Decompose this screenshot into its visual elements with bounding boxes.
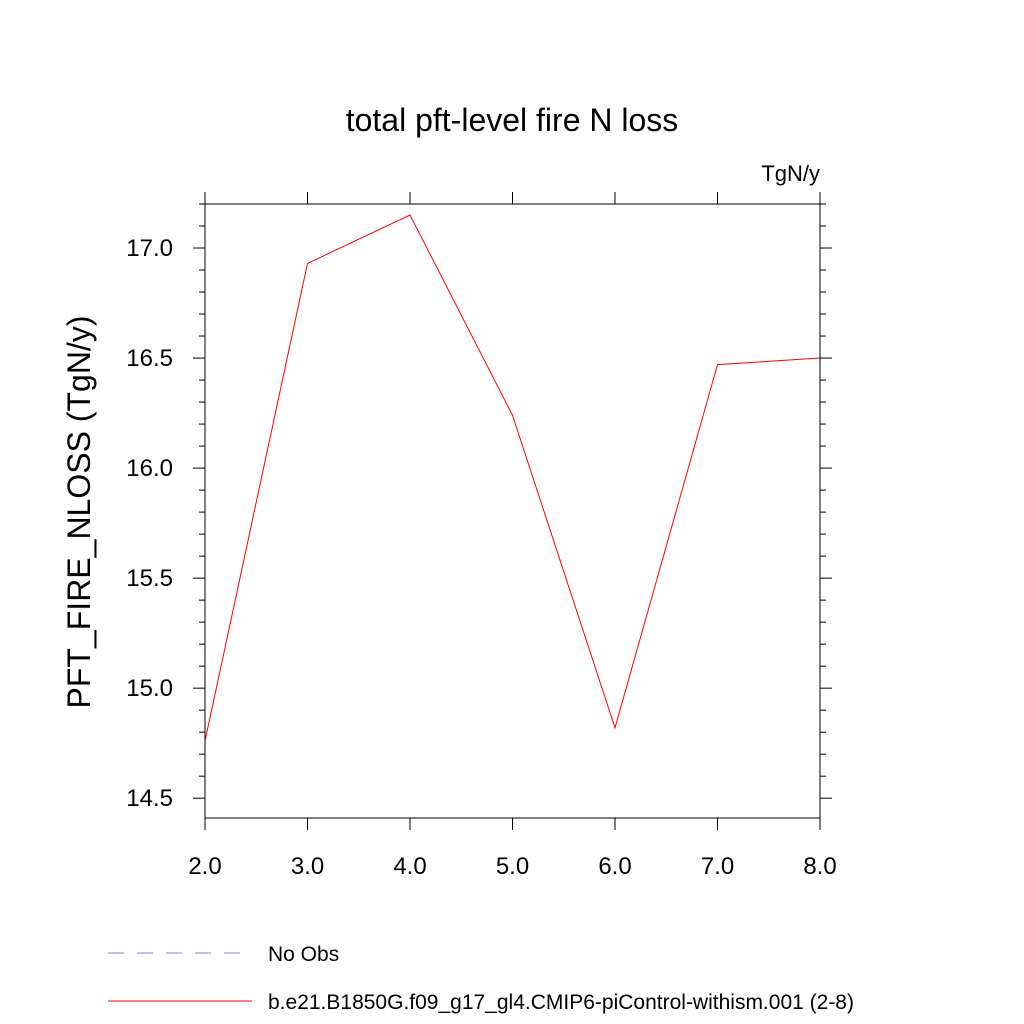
data-point [716,364,719,366]
chart-title: total pft-level fire N loss [346,102,679,138]
x-tick-label: 7.0 [701,853,734,880]
y-tick-label: 15.5 [126,565,173,592]
axis-ticks [193,192,832,830]
x-tick-label: 4.0 [393,853,426,880]
x-tick-labels: 2.0 3.0 4.0 5.0 6.0 7.0 8.0 [188,853,836,880]
units-label: TgN/y [761,161,820,186]
data-point [409,214,411,216]
series-line [204,214,821,742]
legend-label: No Obs [268,943,339,966]
x-tick-label: 8.0 [803,853,836,880]
data-point [614,727,616,729]
x-tick-label: 6.0 [598,853,631,880]
y-tick-label: 15.0 [126,675,173,702]
plot-frame [204,203,821,819]
data-series [204,214,821,742]
legend-label: b.e21.B1850G.f09_g17_gl4.CMIP6-piControl… [268,991,854,1014]
y-tick-label: 14.5 [126,785,173,812]
legend: No Obs b.e21.B1850G.f09_g17_gl4.CMIP6-piC… [108,943,854,1014]
y-axis-title: PFT_FIRE_NLOSS (TgN/y) [61,316,97,709]
x-tick-label: 3.0 [291,853,324,880]
y-tick-label: 16.0 [126,455,173,482]
y-tick-labels: 14.5 15.0 15.5 16.0 16.5 17.0 [126,235,173,812]
y-tick-label: 17.0 [126,235,173,262]
x-tick-label: 2.0 [188,853,221,880]
y-tick-label: 16.5 [126,345,173,372]
data-point [306,262,309,265]
data-point [511,414,514,416]
x-tick-label: 5.0 [496,853,529,880]
